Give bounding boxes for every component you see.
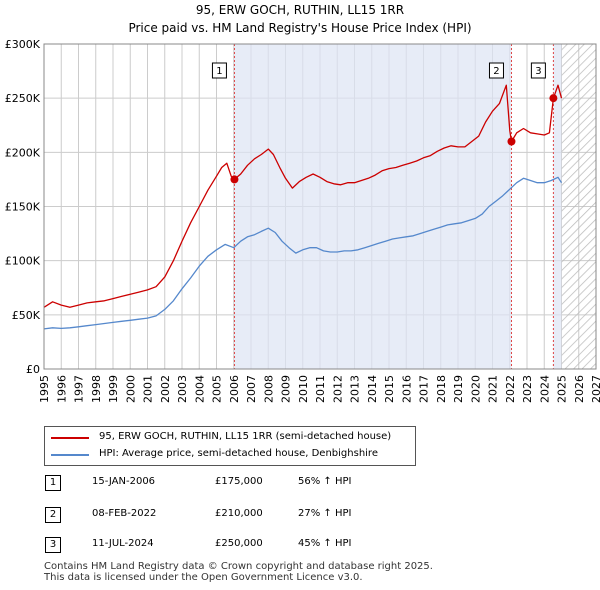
x-tick-label: 2012 bbox=[331, 375, 344, 403]
transaction-hpi: 56% ↑ HPI bbox=[298, 476, 352, 487]
property-series-line bbox=[43, 84, 563, 308]
x-tick-label: 2024 bbox=[538, 375, 551, 403]
x-tick-label: 2014 bbox=[366, 375, 379, 403]
x-tick-label: 2003 bbox=[176, 375, 189, 403]
x-tick-label: 2022 bbox=[504, 375, 517, 403]
x-tick-label: 1996 bbox=[55, 375, 68, 403]
y-tick-label: £200K bbox=[5, 146, 41, 159]
x-tick-label: 2000 bbox=[124, 375, 137, 403]
x-tick-label: 1999 bbox=[107, 375, 120, 403]
y-tick-label: £300K bbox=[5, 38, 41, 51]
legend-label-property: 95, ERW GOCH, RUTHIN, LL15 1RR (semi-det… bbox=[99, 431, 392, 442]
legend-swatch-hpi bbox=[51, 454, 89, 456]
transaction-price: £250,000 bbox=[215, 538, 263, 549]
y-tick-label: £0 bbox=[26, 363, 40, 376]
x-tick-label: 2019 bbox=[452, 375, 465, 403]
sale-label: 1 bbox=[216, 66, 222, 77]
chart-title: 95, ERW GOCH, RUTHIN, LL15 1RR bbox=[195, 3, 405, 17]
legend-label-hpi: HPI: Average price, semi-detached house,… bbox=[99, 448, 378, 459]
forecast-hatch bbox=[561, 44, 596, 369]
x-tick-label: 2016 bbox=[400, 375, 413, 403]
x-tick-label: 2010 bbox=[297, 375, 310, 403]
y-tick-label: £100K bbox=[5, 255, 41, 268]
sale-label-box bbox=[211, 62, 227, 79]
transaction-number: 1 bbox=[45, 475, 61, 491]
sale-label: 3 bbox=[535, 66, 541, 77]
transaction-date: 11-JUL-2024 bbox=[92, 538, 154, 549]
x-tick-label: 2004 bbox=[193, 375, 206, 403]
x-tick-label: 2025 bbox=[556, 375, 569, 403]
legend: 95, ERW GOCH, RUTHIN, LL15 1RR (semi-det… bbox=[44, 426, 416, 466]
x-tick-label: 2017 bbox=[418, 375, 431, 403]
footer-copyright: Contains HM Land Registry data © Crown c… bbox=[44, 561, 433, 572]
sale-label-box bbox=[530, 62, 546, 79]
x-tick-label: 2023 bbox=[521, 375, 534, 403]
x-tick-label: 2013 bbox=[349, 375, 362, 403]
chart-subtitle: Price paid vs. HM Land Registry's House … bbox=[128, 21, 472, 35]
legend-swatch-property bbox=[51, 437, 89, 439]
transaction-hpi: 27% ↑ HPI bbox=[298, 508, 352, 519]
x-tick-label: 2011 bbox=[314, 375, 327, 403]
ownership-period-shade bbox=[234, 44, 512, 369]
transaction-date: 08-FEB-2022 bbox=[92, 508, 157, 519]
transaction-number: 2 bbox=[45, 507, 61, 523]
hpi-series-line bbox=[43, 176, 563, 330]
x-tick-label: 1997 bbox=[73, 375, 86, 403]
transaction-date: 15-JAN-2006 bbox=[92, 476, 156, 487]
sale-point bbox=[507, 137, 516, 146]
transaction-price: £210,000 bbox=[215, 508, 263, 519]
plot-frame bbox=[43, 43, 597, 370]
sale-label-box bbox=[488, 62, 504, 79]
x-tick-label: 2020 bbox=[469, 375, 482, 403]
y-tick-label: £50K bbox=[12, 309, 41, 322]
x-tick-label: 2026 bbox=[573, 375, 586, 403]
y-tick-label: £250K bbox=[5, 92, 41, 105]
x-tick-label: 2009 bbox=[280, 375, 293, 403]
x-tick-label: 2007 bbox=[245, 375, 258, 403]
x-tick-label: 2001 bbox=[142, 375, 155, 403]
sale-label: 2 bbox=[493, 66, 499, 77]
sale-point bbox=[549, 94, 558, 103]
x-tick-label: 2006 bbox=[228, 375, 241, 403]
x-tick-label: 1995 bbox=[38, 375, 51, 403]
x-tick-label: 2015 bbox=[383, 375, 396, 403]
footer-licence: This data is licensed under the Open Gov… bbox=[44, 572, 363, 583]
transaction-number: 3 bbox=[45, 537, 61, 553]
x-tick-label: 1998 bbox=[90, 375, 103, 403]
x-tick-label: 2002 bbox=[159, 375, 172, 403]
transaction-price: £175,000 bbox=[215, 476, 263, 487]
x-tick-label: 2021 bbox=[487, 375, 500, 403]
price-chart: 1 2 3 £0 £50K £100K £150K £200K £250K £300K 1995 1… bbox=[5, 38, 600, 403]
transaction-hpi: 45% ↑ HPI bbox=[298, 538, 352, 549]
x-tick-label: 2018 bbox=[435, 375, 448, 403]
x-tick-label: 2027 bbox=[590, 375, 600, 403]
x-tick-label: 2005 bbox=[211, 375, 224, 403]
x-tick-label: 2008 bbox=[262, 375, 275, 403]
y-tick-label: £150K bbox=[5, 201, 41, 214]
ownership-period-shade bbox=[553, 44, 562, 369]
sale-point bbox=[230, 175, 239, 184]
